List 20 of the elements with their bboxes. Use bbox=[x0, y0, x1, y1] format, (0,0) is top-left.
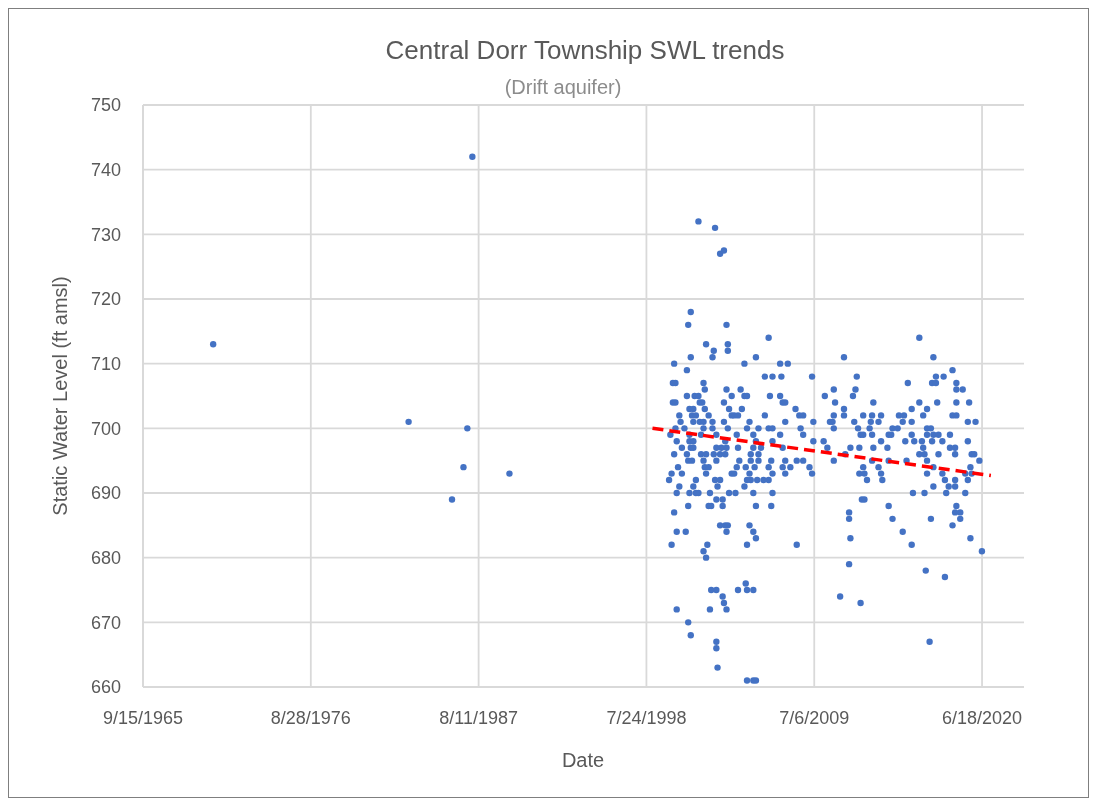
x-tick-label: 8/11/1987 bbox=[439, 707, 518, 728]
y-tick-label: 750 bbox=[90, 95, 121, 116]
y-tick-label: 660 bbox=[90, 677, 121, 698]
y-tick-label: 680 bbox=[90, 548, 121, 569]
chart-title: Central Dorr Township SWL trends bbox=[385, 35, 785, 65]
x-tick-label: 9/15/1965 bbox=[102, 707, 184, 728]
y-tick-label: 670 bbox=[90, 612, 121, 633]
x-axis-title: Date bbox=[561, 749, 605, 771]
x-tick-label: 7/24/1998 bbox=[606, 707, 687, 728]
chart-subtitle: (Drift aquifer) bbox=[504, 76, 622, 98]
y-axis-title: Static Water Level (ft amsl) bbox=[49, 276, 71, 516]
y-tick-label: 700 bbox=[90, 418, 121, 439]
y-tick-label: 740 bbox=[90, 160, 121, 181]
y-tick-label: 710 bbox=[90, 354, 121, 375]
y-tick-label: 720 bbox=[90, 289, 121, 310]
x-tick-label: 8/28/1976 bbox=[270, 707, 351, 728]
y-tick-label: 730 bbox=[90, 224, 121, 245]
x-tick-label: 7/6/2009 bbox=[779, 707, 850, 728]
y-tick-label: 690 bbox=[90, 483, 121, 504]
x-tick-label: 6/18/2020 bbox=[942, 707, 1023, 728]
